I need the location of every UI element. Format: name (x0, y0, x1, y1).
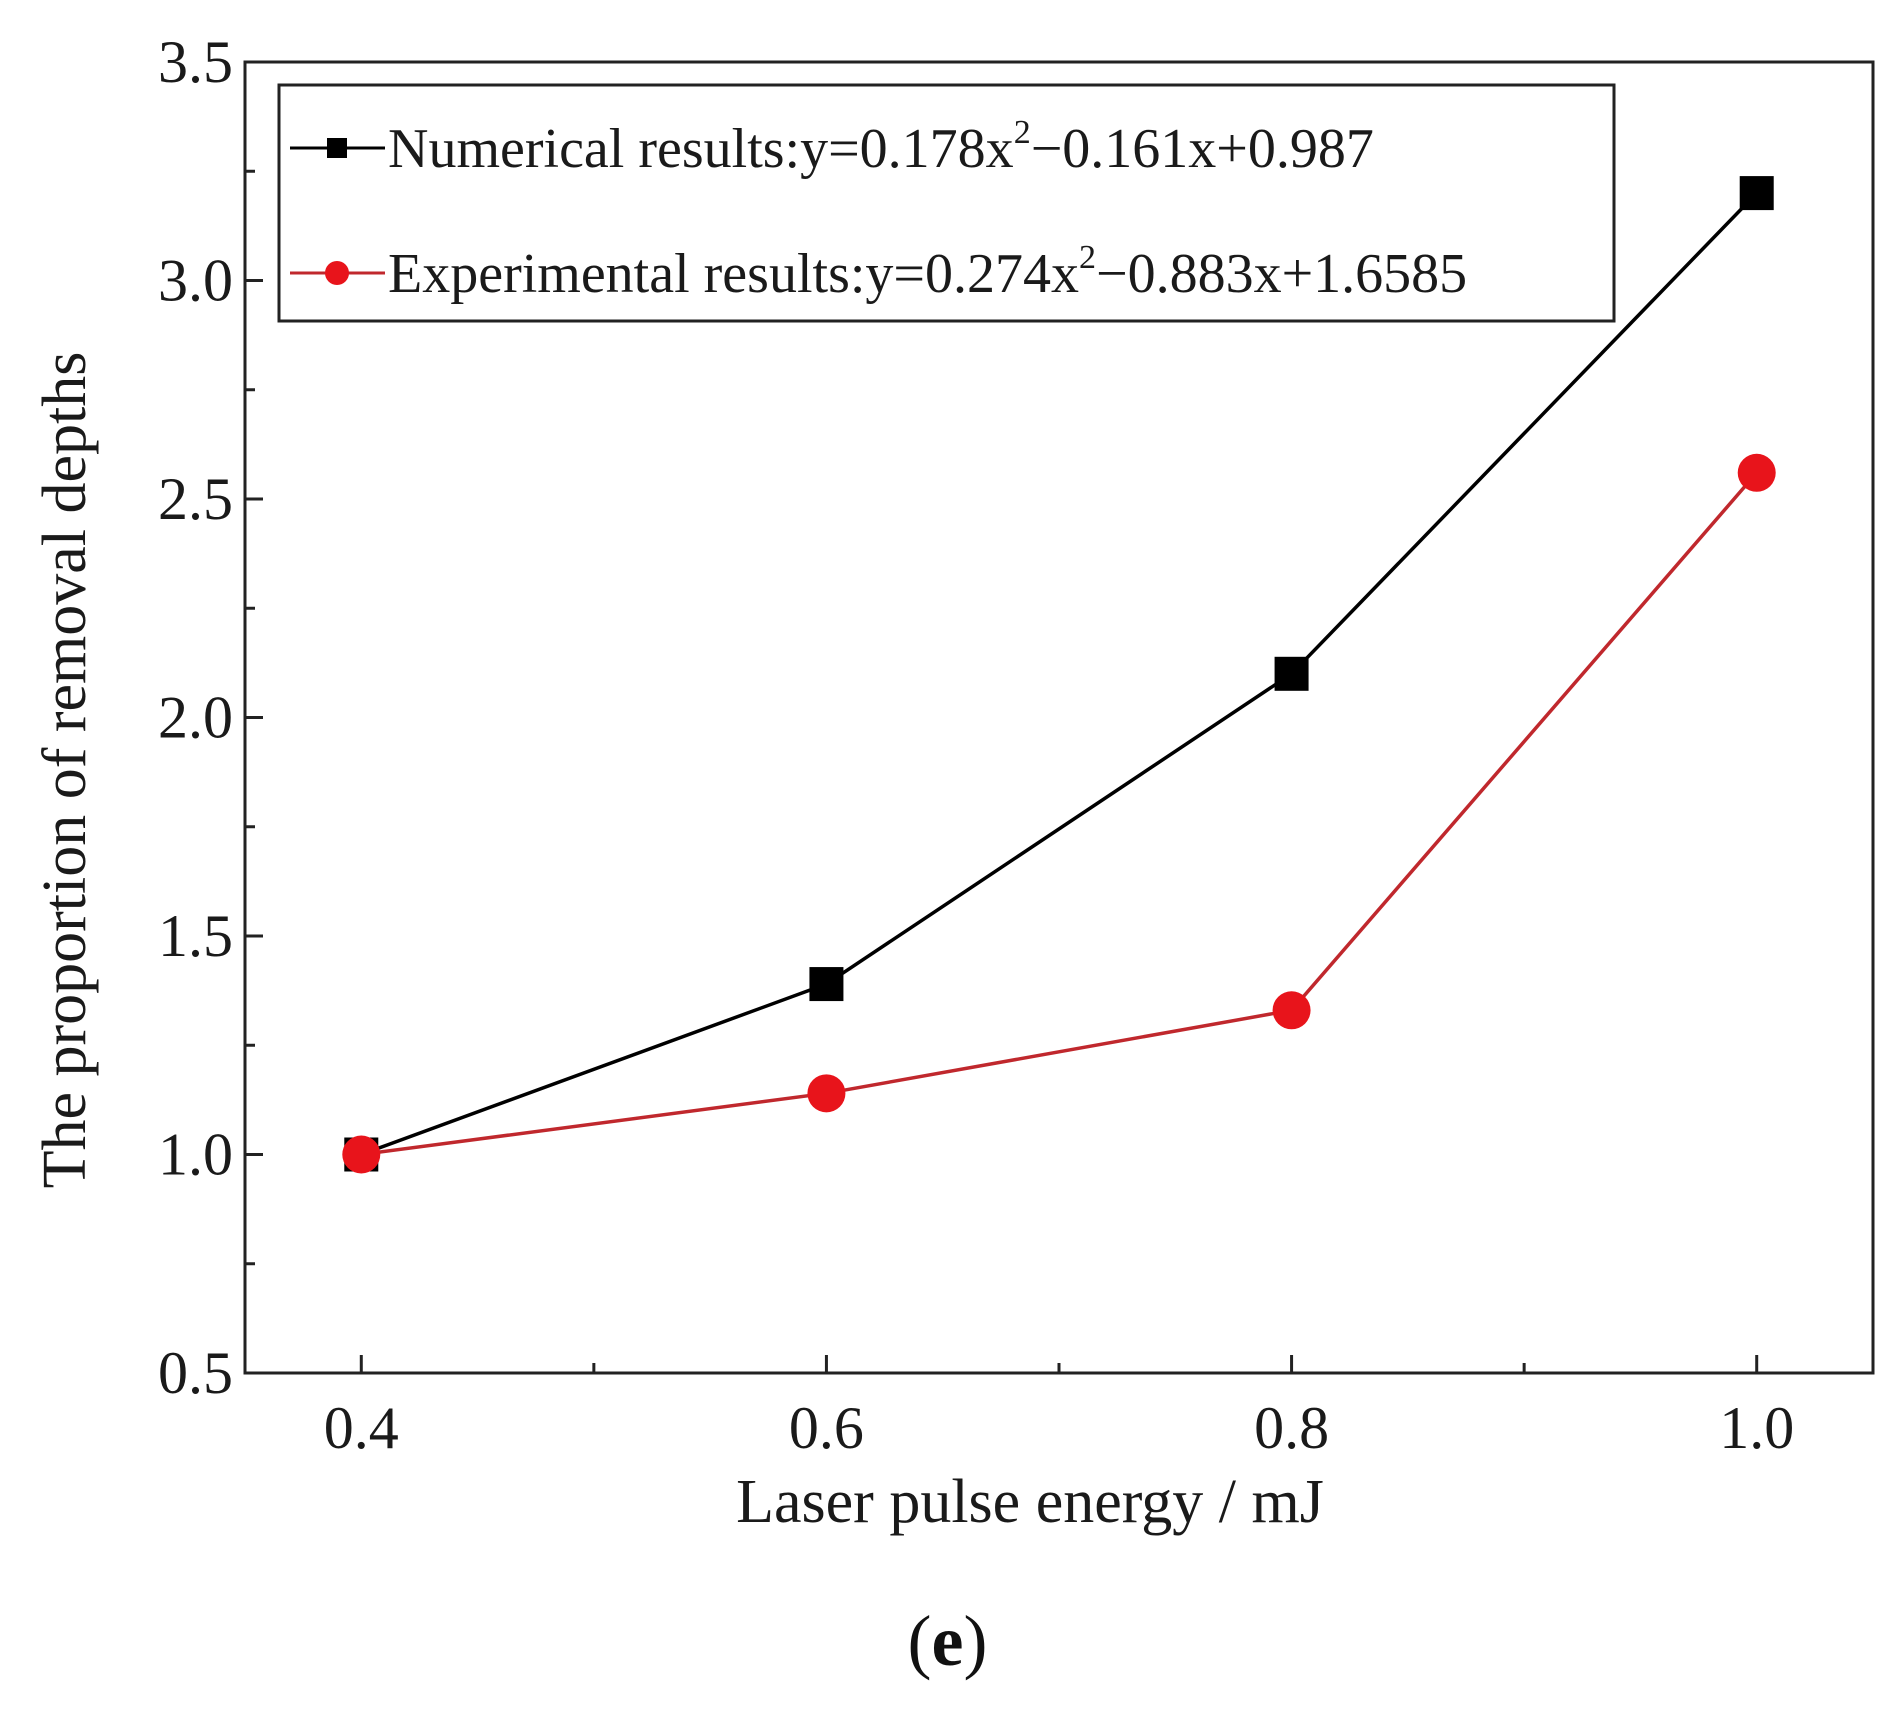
legend: Numerical results:y=0.178x2−0.161x+0.987… (277, 83, 1616, 323)
y-axis-title-group: The proportion of removal depths (31, 352, 99, 1189)
data-point-numerical-results (1739, 176, 1774, 211)
data-point-numerical-results (809, 967, 844, 1002)
legend-experimental-suffix: −0.883x+1.6585 (1096, 243, 1467, 305)
y-tick-label: 1.0 (158, 1122, 233, 1188)
y-tick-label: 3.5 (158, 29, 233, 95)
legend-marker-numerical (327, 138, 347, 158)
series-experimental-results (342, 453, 1776, 1174)
legend-marker-experimental (325, 261, 349, 285)
legend-experimental-prefix: Experimental results:y=0.274x (388, 243, 1079, 305)
x-tick-label: 0.8 (1254, 1395, 1329, 1461)
panel-open-paren: ( (907, 1601, 932, 1681)
data-point-numerical-results (1274, 656, 1309, 691)
data-point-experimental-results (1272, 991, 1311, 1030)
y-tick-label: 1.5 (158, 903, 233, 969)
legend-box (277, 83, 1616, 323)
panel-letter: e (931, 1601, 964, 1681)
series-numerical-results (344, 176, 1774, 1172)
data-point-experimental-results (1737, 453, 1776, 492)
legend-label-numerical: Numerical results:y=0.178x2−0.161x+0.987 (388, 114, 1374, 180)
y-tick-label: 3.0 (158, 248, 233, 314)
axis-layer: 0.4 0.6 0.8 1.0 0.5 1.0 1.5 2.0 2.5 3.0 3.5 (158, 29, 1875, 1461)
panel-label: (e) (0, 1600, 1895, 1683)
y-tick-label: 2.5 (158, 466, 233, 532)
legend-label-experimental: Experimental results:y=0.274x2−0.883x+1.… (388, 239, 1467, 305)
series-line-numerical-results (360, 191, 1758, 1157)
x-axis-title: Laser pulse energy / mJ (736, 1468, 1324, 1536)
legend-numerical-sup: 2 (1014, 114, 1031, 151)
panel-close-paren: ) (963, 1601, 988, 1681)
y-tick-label: 2.0 (158, 685, 233, 751)
legend-experimental-sup: 2 (1079, 239, 1096, 276)
data-point-experimental-results (807, 1074, 846, 1113)
x-tick-label: 0.4 (324, 1395, 399, 1461)
data-point-experimental-results (342, 1135, 381, 1174)
series-layer (342, 176, 1776, 1174)
legend-numerical-suffix: −0.161x+0.987 (1031, 118, 1374, 180)
y-axis-title: The proportion of removal depths (31, 352, 99, 1189)
y-tick-label: 0.5 (158, 1340, 233, 1406)
x-tick-label: 1.0 (1719, 1395, 1794, 1461)
legend-numerical-prefix: Numerical results:y=0.178x (388, 118, 1014, 180)
x-tick-label: 0.6 (789, 1395, 864, 1461)
series-line-experimental-results (361, 471, 1759, 1157)
